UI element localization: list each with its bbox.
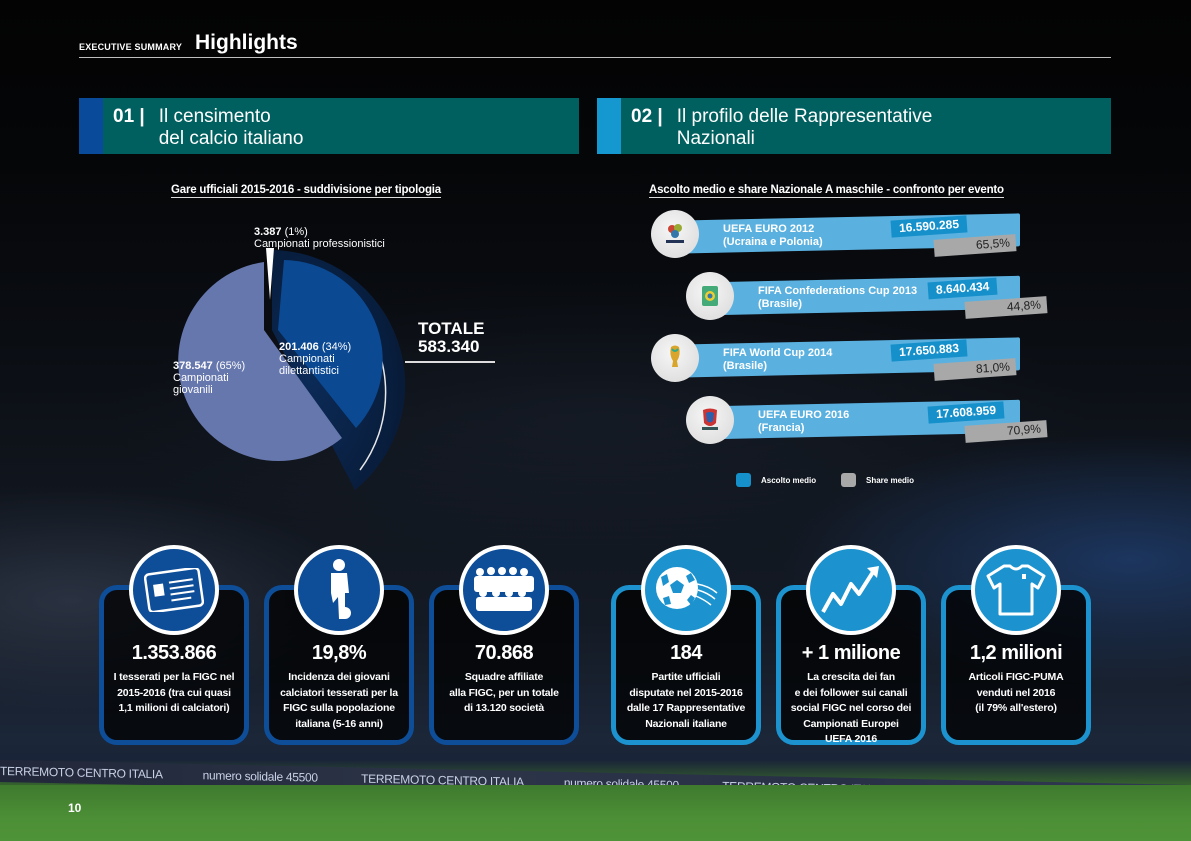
world-cup-2014-logo bbox=[651, 334, 699, 382]
growth-chart-icon bbox=[806, 545, 896, 635]
pie-slice-dilettantistici bbox=[278, 260, 383, 428]
kpi-description: Incidenza dei giovani calciatori tesserat… bbox=[280, 671, 398, 730]
pie-chart bbox=[178, 248, 406, 490]
banner-accent bbox=[597, 98, 621, 154]
kpi-value: 1.353.866 bbox=[131, 642, 217, 664]
kpi-card-social: + 1 milione La crescita dei fan e dei fol… bbox=[776, 545, 926, 745]
section-title: Il profilo delle Rappresentative Nazional… bbox=[676, 106, 933, 149]
kpi-card-tesserati: 1.353.866 I tesserati per la FIGC nel 201… bbox=[99, 545, 249, 745]
kpi-card-squadre: 70.868 Squadre affiliate alla FIGC, per u… bbox=[429, 545, 579, 745]
pie-chart-title: Gare ufficiali 2015-2016 - suddivisione … bbox=[171, 184, 441, 198]
kpi-description: Squadre affiliate alla FIGC, per un total… bbox=[449, 671, 559, 714]
kpi-value: 19,8% bbox=[311, 642, 367, 664]
legend-share: Share medio bbox=[841, 473, 914, 487]
pie-total: TOTALE 583.340 bbox=[418, 319, 485, 356]
event-label: FIFA World Cup 2014 (Brasile) bbox=[723, 347, 833, 372]
pie-slice-giovanili bbox=[178, 262, 342, 461]
event-label: UEFA EURO 2012 (Ucraina e Polonia) bbox=[723, 223, 823, 248]
jersey-icon bbox=[971, 545, 1061, 635]
pie-label-dilettantistici: 201.406 (34%) Campionati dilettantistici bbox=[279, 341, 352, 377]
kpi-value: 1,2 milioni bbox=[969, 642, 1063, 664]
pie-slice-professionistici bbox=[266, 248, 274, 300]
pie-total-line bbox=[405, 361, 495, 363]
page-number: 10 bbox=[68, 801, 82, 815]
kpi-description: I tesserati per la FIGC nel 2015-2016 (tr… bbox=[113, 671, 235, 714]
page-header: EXECUTIVE SUMMARY Highlights bbox=[79, 30, 1111, 58]
kpi-description: Partite ufficiali disputate nel 2015-2016… bbox=[626, 671, 746, 730]
page-title: Highlights bbox=[195, 31, 298, 54]
event-label: FIFA Confederations Cup 2013 (Brasile) bbox=[758, 285, 918, 310]
banner-accent bbox=[79, 98, 103, 154]
pie-label-professionistici: 3.387 (1%) Campionati professionistici bbox=[254, 226, 385, 250]
kpi-card-giovani: 19,8% Incidenza dei giovani calciatori te… bbox=[264, 545, 414, 745]
kpi-card-merchandise: 1,2 milioni Articoli FIGC-PUMA venduti ne… bbox=[941, 545, 1091, 745]
soccer-ball-icon bbox=[641, 545, 731, 635]
legend-swatch bbox=[841, 473, 856, 487]
section-number: 01 | bbox=[113, 106, 145, 127]
section-title: Il censimento del calcio italiano bbox=[158, 106, 304, 149]
id-card-icon bbox=[129, 545, 219, 635]
pie-label-giovanili: 378.547 (65%) Campionati giovanili bbox=[173, 360, 246, 396]
euro-2012-logo bbox=[651, 210, 699, 258]
section-banner-02: 02 | Il profilo delle Rappresentative Naz… bbox=[597, 98, 1111, 154]
kpi-value: + 1 milione bbox=[801, 642, 901, 664]
bar-chart-title: Ascolto medio e share Nazionale A maschi… bbox=[649, 184, 1004, 198]
young-player-icon bbox=[294, 545, 384, 635]
legend-swatch bbox=[736, 473, 751, 487]
kpi-card-partite: 184 Partite ufficiali disputate nel 2015-… bbox=[611, 545, 761, 745]
euro-2016-logo bbox=[686, 396, 734, 444]
pitch bbox=[0, 785, 1191, 841]
kpi-description: Articoli FIGC-PUMA venduti nel 2016 (il 79… bbox=[968, 671, 1064, 714]
section-label: EXECUTIVE SUMMARY bbox=[79, 42, 183, 52]
confed-cup-2013-logo bbox=[686, 272, 734, 320]
section-banner-01: 01 | Il censimento del calcio italiano bbox=[79, 98, 579, 154]
kpi-value: 184 bbox=[670, 642, 702, 664]
section-number: 02 | bbox=[631, 106, 663, 127]
legend-ascolto: Ascolto medio bbox=[736, 473, 816, 487]
event-label: UEFA EURO 2016 (Francia) bbox=[758, 409, 850, 434]
kpi-value: 70.868 bbox=[474, 642, 534, 664]
kpi-description: La crescita dei fan e dei follower sui ca… bbox=[790, 671, 912, 745]
team-photo-icon bbox=[459, 545, 549, 635]
